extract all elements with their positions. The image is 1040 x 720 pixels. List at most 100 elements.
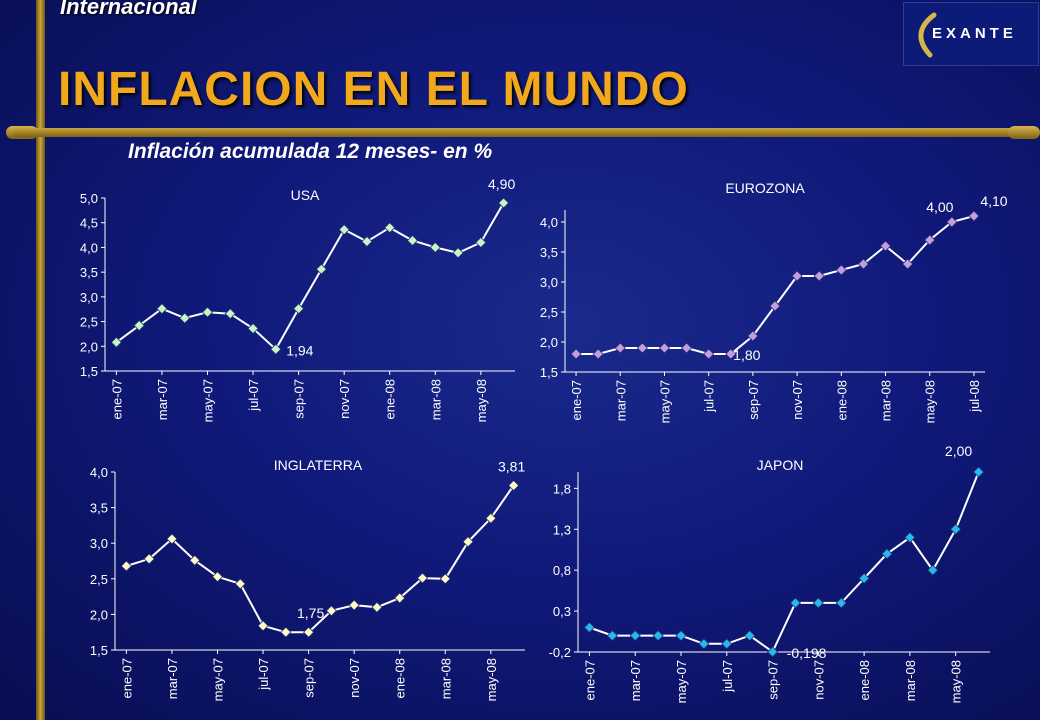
data-point-marker [789, 597, 802, 609]
data-point-marker [348, 599, 360, 611]
x-tick-label: sep-07 [766, 660, 781, 700]
data-point-marker [406, 234, 419, 247]
y-tick-label: 1,8 [553, 481, 571, 496]
data-point-marker [371, 601, 383, 613]
y-tick-label: 5,0 [80, 191, 98, 206]
y-tick-label: 2,5 [90, 572, 108, 587]
data-label: 4,00 [926, 199, 953, 215]
data-point-marker [812, 597, 824, 609]
data-point-marker [234, 578, 246, 590]
x-tick-label: nov-07 [790, 380, 805, 420]
data-point-marker [879, 240, 892, 252]
data-point-marker [636, 342, 648, 354]
series-line [126, 484, 515, 634]
data-label: 1,80 [733, 347, 760, 363]
data-label: 1,94 [286, 342, 313, 358]
x-tick-label: nov-07 [337, 379, 352, 419]
gold-vertical-bar [36, 0, 45, 720]
x-tick-label: ene-07 [582, 660, 597, 700]
y-tick-label: 3,0 [90, 536, 108, 551]
data-point-marker [166, 533, 178, 545]
x-tick-label: ene-08 [857, 660, 872, 700]
y-tick-label: 4,5 [80, 216, 98, 231]
logo-swoosh-icon [918, 12, 937, 58]
chart-title: INGLATERRA [274, 457, 363, 473]
y-tick-label: 0,8 [553, 563, 571, 578]
exante-logo: EXANTE [903, 2, 1039, 66]
data-point-marker [485, 512, 497, 524]
x-tick-label: may-07 [674, 660, 689, 703]
data-point-marker [835, 264, 847, 276]
data-point-marker [652, 630, 664, 642]
y-tick-label: 3,5 [90, 501, 108, 516]
data-point-marker [857, 258, 869, 270]
y-tick-label: 3,0 [80, 290, 98, 305]
x-tick-label: mar-08 [438, 658, 453, 699]
data-point-marker [416, 572, 429, 584]
data-point-marker [211, 571, 224, 583]
data-point-marker [325, 605, 337, 617]
data-point-marker [315, 263, 327, 275]
y-tick-label: 1,3 [553, 522, 571, 537]
data-point-marker [475, 236, 487, 249]
data-point-marker [257, 620, 269, 632]
data-point-marker [881, 548, 893, 560]
x-tick-label: mar-08 [879, 380, 894, 421]
data-point-marker [583, 621, 596, 634]
data-point-marker [924, 234, 936, 246]
y-tick-label: 0,3 [553, 604, 571, 619]
data-point-marker [110, 336, 122, 348]
x-tick-label: mar-07 [165, 658, 180, 699]
x-tick-label: jul-07 [256, 658, 271, 691]
x-tick-label: nov-07 [811, 660, 826, 700]
x-tick-label: ene-08 [834, 380, 849, 420]
y-tick-label: 3,0 [540, 275, 558, 290]
gold-horizontal-bar [14, 128, 1024, 137]
data-point-marker [675, 630, 687, 642]
x-tick-label: may-08 [474, 379, 489, 422]
data-point-marker [189, 554, 201, 566]
data-point-marker [338, 224, 350, 236]
data-point-marker [791, 270, 803, 282]
data-point-marker [972, 466, 985, 478]
gold-bar-cap-right [1008, 126, 1040, 139]
y-tick-label: 1,5 [540, 365, 558, 380]
y-tick-label: 4,0 [540, 215, 558, 230]
data-point-marker [133, 319, 145, 332]
data-point-marker [384, 222, 396, 234]
x-tick-label: may-07 [201, 379, 216, 422]
x-tick-label: may-08 [923, 380, 938, 423]
y-tick-label: -0,2 [549, 645, 571, 660]
data-point-marker [224, 308, 236, 320]
section-label: Internacional [60, 0, 197, 19]
series-line [589, 471, 980, 654]
x-tick-label: mar-08 [903, 660, 918, 701]
x-tick-label: jul-07 [246, 379, 261, 412]
x-tick-label: may-07 [657, 380, 672, 423]
x-tick-label: sep-07 [302, 658, 317, 698]
x-tick-label: sep-07 [292, 379, 307, 419]
data-point-marker [769, 300, 781, 312]
data-label: 4,10 [980, 193, 1007, 209]
data-point-marker [498, 197, 510, 209]
x-tick-label: mar-07 [613, 380, 628, 421]
data-point-marker [606, 630, 618, 642]
data-point-marker [813, 270, 825, 282]
y-tick-label: 4,0 [90, 465, 108, 480]
data-point-marker [179, 312, 191, 324]
x-tick-label: mar-07 [628, 660, 643, 701]
series-line [576, 215, 975, 355]
data-point-marker [927, 564, 939, 576]
y-tick-label: 3,5 [540, 245, 558, 260]
data-point-marker [394, 592, 406, 604]
data-point-marker [303, 626, 315, 638]
data-label: 3,81 [498, 459, 525, 475]
data-point-marker [201, 306, 214, 318]
data-point-marker [904, 531, 916, 544]
data-point-marker [361, 235, 373, 248]
data-point-marker [439, 573, 451, 585]
data-point-marker [721, 638, 733, 650]
data-label: 4,90 [488, 176, 515, 192]
data-point-marker [835, 597, 847, 609]
